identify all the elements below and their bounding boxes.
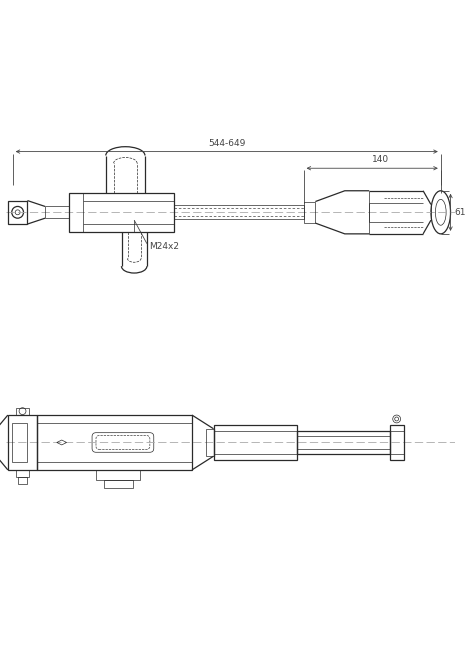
Text: 140: 140	[372, 155, 389, 164]
Bar	[45, 206, 68, 218]
Bar	[174, 206, 304, 219]
Bar	[68, 193, 174, 232]
Bar	[8, 201, 27, 224]
Bar	[390, 425, 404, 460]
Bar	[304, 201, 315, 223]
Bar	[16, 408, 29, 415]
Text: 544-649: 544-649	[208, 139, 246, 148]
Bar	[104, 480, 133, 488]
Bar	[297, 431, 390, 454]
Bar	[18, 477, 27, 484]
Bar	[213, 425, 297, 460]
Bar	[96, 470, 140, 480]
Text: M24x2: M24x2	[149, 242, 179, 251]
Bar	[16, 470, 29, 477]
Bar	[8, 415, 37, 470]
Bar	[12, 423, 27, 462]
Text: 61: 61	[454, 208, 465, 217]
Bar	[206, 429, 213, 456]
Bar	[37, 415, 192, 470]
Bar	[83, 201, 174, 224]
